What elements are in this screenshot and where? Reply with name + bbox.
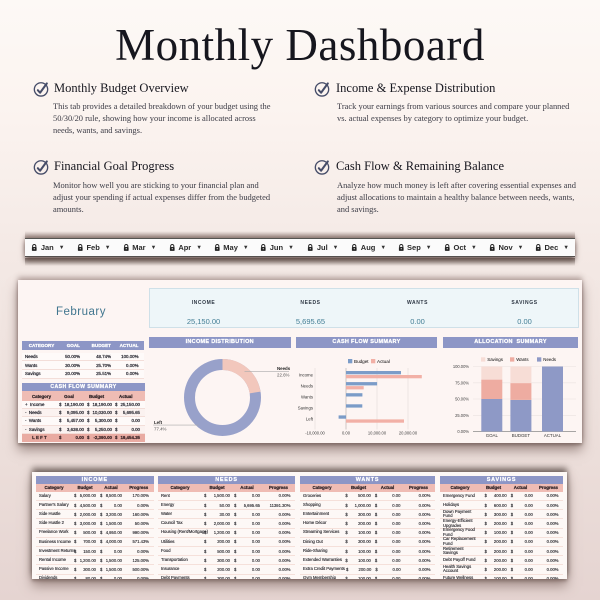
svg-text:25.00%: 25.00% [455, 413, 469, 418]
svg-text:77.4%: 77.4% [154, 426, 167, 431]
svg-text:ACTUAL: ACTUAL [544, 433, 562, 438]
svg-text:Wants: Wants [516, 357, 529, 362]
svg-text:Actual: Actual [377, 359, 390, 364]
svg-text:Left: Left [306, 417, 314, 422]
svg-text:Wants: Wants [301, 395, 313, 400]
svg-text:0.00%: 0.00% [457, 429, 469, 434]
svg-text:Needs: Needs [301, 383, 313, 388]
svg-text:Income: Income [299, 372, 314, 377]
svg-text:75.00%: 75.00% [455, 380, 469, 385]
svg-text:Needs: Needs [277, 366, 291, 371]
svg-text:22.6%: 22.6% [277, 372, 290, 377]
svg-text:-10,000.00: -10,000.00 [305, 431, 325, 436]
svg-text:10,000.00: 10,000.00 [368, 431, 387, 436]
svg-text:BUDGET: BUDGET [512, 433, 531, 438]
svg-text:GOAL: GOAL [486, 433, 499, 438]
svg-text:50.00%: 50.00% [455, 397, 469, 402]
svg-text:0.00: 0.00 [342, 431, 351, 436]
svg-text:Needs: Needs [543, 357, 556, 362]
svg-text:100.00%: 100.00% [453, 364, 470, 369]
svg-text:20,000.00: 20,000.00 [399, 431, 418, 436]
svg-text:Savings: Savings [487, 357, 503, 362]
svg-text:Budget: Budget [354, 359, 369, 364]
svg-text:Savings: Savings [298, 406, 313, 411]
svg-text:Left: Left [154, 419, 163, 424]
